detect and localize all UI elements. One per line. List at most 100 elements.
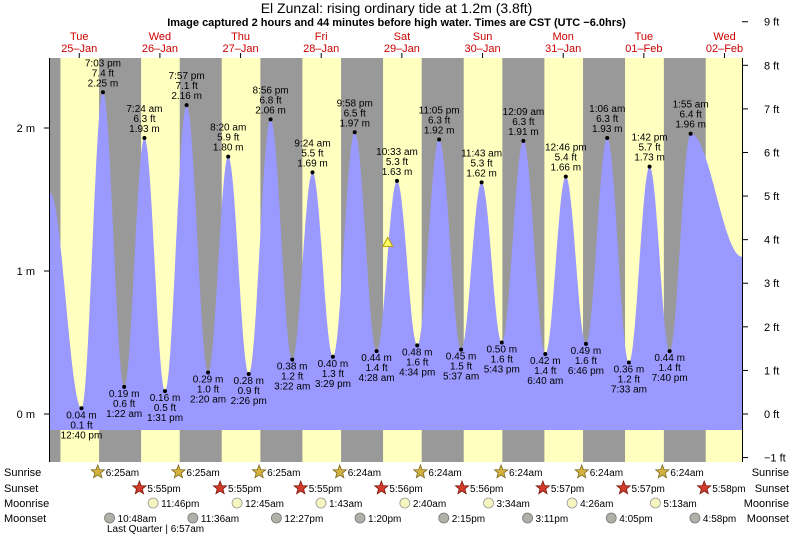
moonrise-moon-icon — [315, 497, 327, 509]
sunrise-star-icon — [493, 463, 509, 479]
sunrise-row-label-left: Sunrise — [4, 467, 41, 479]
sunrise-time: 6:24am — [590, 468, 623, 479]
moonset-time: 12:27pm — [284, 514, 323, 525]
right-tick-label: −1 ft — [764, 453, 786, 465]
low-tide-feet: 1.6 ft — [575, 356, 597, 367]
sunset-row-label-right: Sunset — [755, 483, 789, 495]
moonrise-row-label-left: Moonrise — [4, 498, 49, 510]
day-date: 28–Jan — [303, 43, 339, 55]
moonrise-time: 1:43am — [329, 499, 362, 510]
moonset-time: 4:58pm — [703, 514, 736, 525]
high-tide-time: 10:33 am — [376, 147, 418, 158]
high-tide-point — [479, 180, 484, 185]
right-tick-label: 0 ft — [764, 409, 779, 421]
low-tide-point — [499, 340, 504, 345]
low-tide-time: 3:29 pm — [315, 379, 351, 390]
sunset-star-icon — [212, 479, 228, 495]
low-tide-feet: 0.1 ft — [70, 420, 92, 431]
moonset-time: 1:20pm — [368, 514, 401, 525]
left-tick-label: 2 m — [17, 123, 35, 135]
high-tide-feet: 5.3 ft — [386, 157, 408, 168]
high-tide-metres: 2.25 m — [88, 78, 119, 89]
low-tide-time: 4:34 pm — [399, 367, 435, 378]
sunset-row-label-left: Sunset — [4, 483, 38, 495]
high-tide-point — [184, 103, 189, 108]
low-tide-metres: 0.42 m — [530, 356, 561, 367]
high-tide-feet: 5.5 ft — [301, 148, 323, 159]
moonset-moon-icon — [438, 512, 450, 524]
low-tide-time: 5:37 am — [443, 372, 479, 383]
low-tide-metres: 0.29 m — [193, 375, 224, 386]
high-tide-metres: 1.73 m — [634, 153, 665, 164]
sunrise-time: 6:25am — [106, 468, 139, 479]
low-tide-time: 4:28 am — [359, 373, 395, 384]
sunrise-star-icon — [170, 463, 187, 479]
high-tide-metres: 1.97 m — [339, 118, 370, 129]
low-tide-point — [330, 354, 335, 359]
almanac: Sunrise Sunrise Sunset Sunset Moonrise Moonri… — [4, 463, 789, 535]
sunset-time: 5:55pm — [309, 484, 342, 495]
sunset-star-icon — [696, 479, 712, 495]
sunset-time: 5:55pm — [228, 484, 261, 495]
low-tide-feet: 0.6 ft — [113, 399, 135, 410]
sunrise-star-icon — [654, 463, 671, 479]
right-tick-label: 4 ft — [764, 235, 779, 247]
moonset-moon-icon — [104, 512, 115, 524]
moonset-row-label-left: Moonset — [4, 513, 46, 525]
sunrise-star-icon — [90, 463, 106, 479]
sunset-star-icon — [293, 479, 309, 495]
low-tide-point — [583, 341, 588, 346]
moonrise-moon-icon — [231, 497, 243, 509]
high-tide-metres: 1.93 m — [592, 124, 623, 135]
high-tide-metres: 1.93 m — [129, 124, 160, 135]
high-tide-time: 12:46 pm — [545, 143, 587, 154]
moonset-moon-icon — [689, 512, 701, 524]
high-tide-time: 11:43 am — [461, 148, 502, 159]
high-tide-feet: 6.5 ft — [344, 108, 366, 119]
chart-subtitle: Image captured 2 hours and 44 minutes be… — [167, 17, 626, 29]
high-tide-point — [395, 178, 400, 183]
moonrise-time: 12:45am — [245, 499, 284, 510]
day-name: Tue — [635, 31, 654, 43]
day-date: 30–Jan — [464, 43, 500, 55]
sunset-star-icon — [454, 479, 470, 495]
moonset-time: 2:15pm — [452, 514, 485, 525]
moonrise-time: 5:13am — [663, 499, 696, 510]
low-tide-time: 1:31 pm — [147, 413, 183, 424]
low-tide-metres: 0.49 m — [571, 346, 602, 357]
tide-area — [50, 92, 742, 431]
sunrise-star-icon — [412, 463, 429, 479]
left-tick-label: 1 m — [17, 266, 35, 278]
high-tide-feet: 5.4 ft — [555, 153, 577, 164]
low-tide-metres: 0.40 m — [318, 359, 349, 370]
low-tide-point — [122, 384, 127, 389]
moonrise-moon-icon — [566, 497, 578, 509]
moonset-row-label-right: Moonset — [747, 513, 789, 525]
high-tide-time: 7:24 am — [126, 104, 162, 115]
high-tide-time: 1:42 pm — [632, 133, 668, 144]
sunrise-time: 6:25am — [267, 468, 300, 479]
sunset-time: 5:56pm — [470, 484, 503, 495]
low-tide-metres: 0.44 m — [654, 353, 685, 364]
low-tide-feet: 1.4 ft — [534, 366, 556, 377]
high-tide-time: 12:09 am — [503, 107, 545, 118]
day-date: 02–Feb — [706, 43, 743, 55]
moonset-time: 4:05pm — [619, 514, 652, 525]
sunrise-time: 6:24am — [348, 468, 381, 479]
high-tide-metres: 1.91 m — [508, 127, 539, 138]
right-tick-label: 3 ft — [764, 278, 779, 290]
high-tide-metres: 1.62 m — [466, 168, 497, 179]
low-tide-feet: 1.2 ft — [281, 372, 303, 383]
moonrise-moon-icon — [399, 497, 411, 509]
high-tide-feet: 6.3 ft — [596, 114, 618, 125]
high-tide-point — [563, 174, 568, 179]
high-tide-feet: 7.4 ft — [92, 68, 114, 79]
sunrise-star-icon — [332, 463, 348, 479]
left-tick-label: 0 m — [17, 409, 35, 421]
sunset-time: 5:55pm — [147, 484, 180, 495]
low-tide-metres: 0.38 m — [277, 362, 308, 373]
moonset-moon-icon — [522, 512, 533, 524]
high-tide-feet: 6.3 ft — [428, 115, 450, 126]
low-tide-point — [290, 357, 295, 362]
